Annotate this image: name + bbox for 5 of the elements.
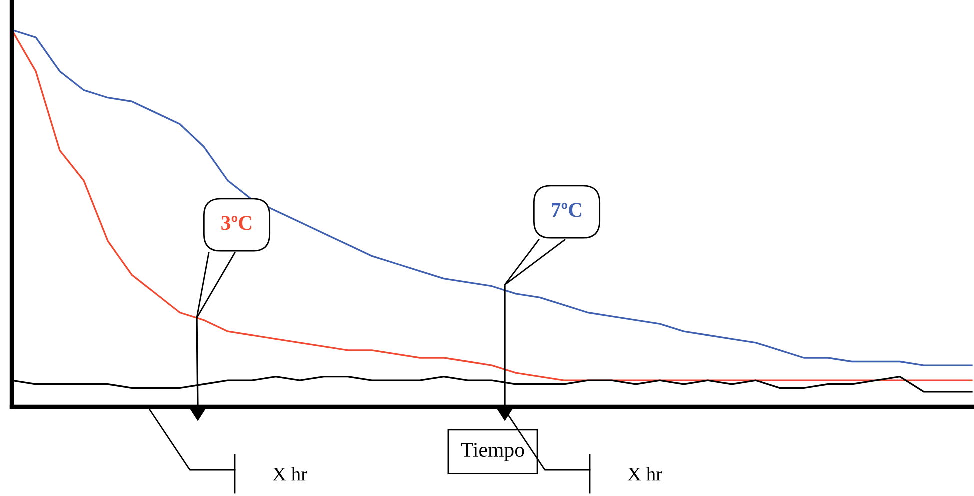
annotation: 3ºC — [222, 216, 252, 230]
text: X hr — [628, 467, 662, 481]
annotation: 7ºC — [552, 203, 582, 218]
x-axis-title: Tiempo — [461, 443, 524, 462]
text: X hr — [272, 467, 308, 481]
